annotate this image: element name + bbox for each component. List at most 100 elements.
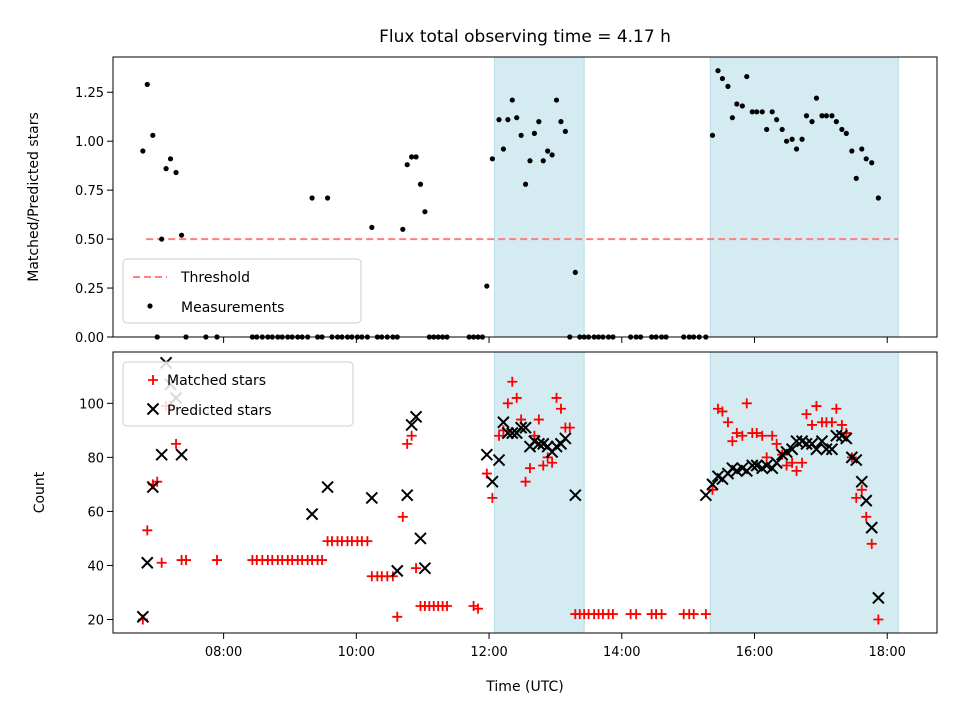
matched-stars-point: [851, 492, 862, 503]
matched-stars-point: [180, 555, 191, 566]
measurement-point: [819, 113, 825, 119]
matched-stars-point: [861, 511, 872, 522]
y-tick-label: 0.25: [75, 282, 104, 297]
predicted-stars-point: [136, 610, 150, 623]
predicted-stars-point: [559, 432, 572, 445]
measurement-point: [509, 97, 515, 103]
matched-stars-point: [520, 476, 531, 487]
predicted-stars-point: [175, 448, 188, 461]
measurement-point: [833, 119, 839, 125]
predicted-stars-point: [855, 475, 868, 488]
y-tick-label: 1.00: [75, 135, 104, 150]
matched-stars-point: [502, 398, 513, 409]
measurement-point: [309, 195, 315, 201]
measurement-point: [709, 132, 716, 138]
matched-stars-point: [156, 557, 167, 568]
matched-stars-point: [564, 422, 575, 433]
matched-stars-point: [797, 457, 808, 468]
measurement-point: [734, 101, 740, 107]
shaded-interval-1: [709, 56, 899, 338]
shaded-interval-1: [709, 351, 899, 634]
y-tick-label: 0.00: [75, 331, 104, 346]
matched-stars-point: [841, 428, 852, 439]
measurement-point: [779, 126, 785, 133]
predicted-stars-point: [790, 434, 803, 448]
legend-matched-swatch: [148, 375, 158, 385]
predicted-stars-point: [486, 475, 499, 488]
matched-stars-point: [741, 398, 752, 409]
measurement-point: [536, 119, 542, 125]
measurement-point: [178, 232, 185, 238]
measurement-point: [417, 181, 424, 187]
matched-stars-point: [757, 430, 768, 441]
predicted-stars-point: [492, 453, 506, 467]
matched-stars-point: [717, 406, 728, 417]
matched-stars-point: [524, 463, 535, 474]
matched-stars-point: [801, 409, 812, 420]
y-tick-label: 100: [79, 397, 104, 412]
predicted-stars-point: [860, 494, 873, 507]
matched-stars-point: [807, 419, 818, 430]
measurement-point: [783, 138, 790, 144]
predicted-stars-point: [321, 480, 334, 494]
matched-stars-point: [511, 392, 522, 403]
chart-title: Flux total observing time = 4.17 h: [379, 27, 671, 47]
matched-stars-point: [771, 438, 782, 449]
predicted-stars-point: [865, 521, 878, 534]
measurement-point: [553, 97, 560, 103]
matched-stars-point: [836, 419, 847, 430]
legend-measurements-swatch: [147, 303, 153, 309]
predicted-stars-point: [418, 561, 432, 575]
measurement-point: [843, 130, 849, 136]
matched-stars-point: [656, 609, 667, 620]
predicted-stars-point: [497, 416, 510, 429]
legend-predicted-swatch: [146, 402, 160, 416]
x-tick-label: 10:00: [338, 645, 375, 660]
predicted-stars-point: [872, 591, 885, 605]
matched-stars-point: [707, 484, 718, 495]
measurement-point: [754, 109, 760, 115]
predicted-stars-point: [815, 434, 829, 448]
predicted-stars-point: [699, 488, 713, 502]
x-tick-label: 18:00: [868, 645, 905, 660]
legend-box: [122, 361, 354, 427]
matched-stars-point: [781, 460, 792, 471]
measurement-point: [400, 226, 406, 232]
shaded-interval-0: [494, 351, 585, 634]
predicted-stars-point: [146, 480, 160, 494]
measurement-point: [839, 126, 845, 133]
predicted-stars-point: [391, 564, 404, 578]
legend-box: [122, 258, 362, 324]
legend-threshold-label: Threshold: [180, 270, 250, 286]
predicted-stars-point: [746, 459, 759, 472]
predicted-stars-point: [155, 448, 168, 461]
legend-measurements-label: Measurements: [181, 300, 284, 316]
measurement-point: [749, 109, 755, 115]
measurement-point: [159, 236, 165, 242]
measurement-point: [799, 136, 805, 142]
matched-stars-point: [472, 603, 483, 614]
shaded-interval-0: [494, 56, 585, 338]
predicted-stars-point: [414, 532, 427, 545]
predicted-stars-point: [305, 507, 319, 521]
predicted-stars-point: [365, 491, 379, 505]
top-axis-ticks: 0.00 0.25 0.50 0.75 1.00 1.25: [75, 86, 888, 346]
matched-stars-point: [533, 414, 544, 425]
measurement-point: [572, 269, 578, 275]
matched-stars-point: [811, 401, 822, 412]
y-tick-label: 0.50: [75, 233, 104, 248]
predicted-stars-point: [569, 488, 582, 502]
matched-stars-point: [873, 614, 884, 625]
measurement-point: [729, 115, 735, 121]
matched-stars-point: [856, 484, 867, 495]
measurement-point: [527, 158, 533, 164]
matched-stars-point: [791, 465, 802, 476]
predicted-stars-point: [706, 478, 719, 491]
measurement-point: [150, 132, 156, 138]
predicted-stars-point: [825, 443, 839, 456]
matched-stars-point: [487, 492, 498, 503]
matched-stars-point: [142, 525, 153, 536]
bottom-y-axis-label: Count: [32, 471, 48, 513]
matched-stars-point: [397, 511, 408, 522]
predicted-stars-point: [400, 488, 414, 502]
